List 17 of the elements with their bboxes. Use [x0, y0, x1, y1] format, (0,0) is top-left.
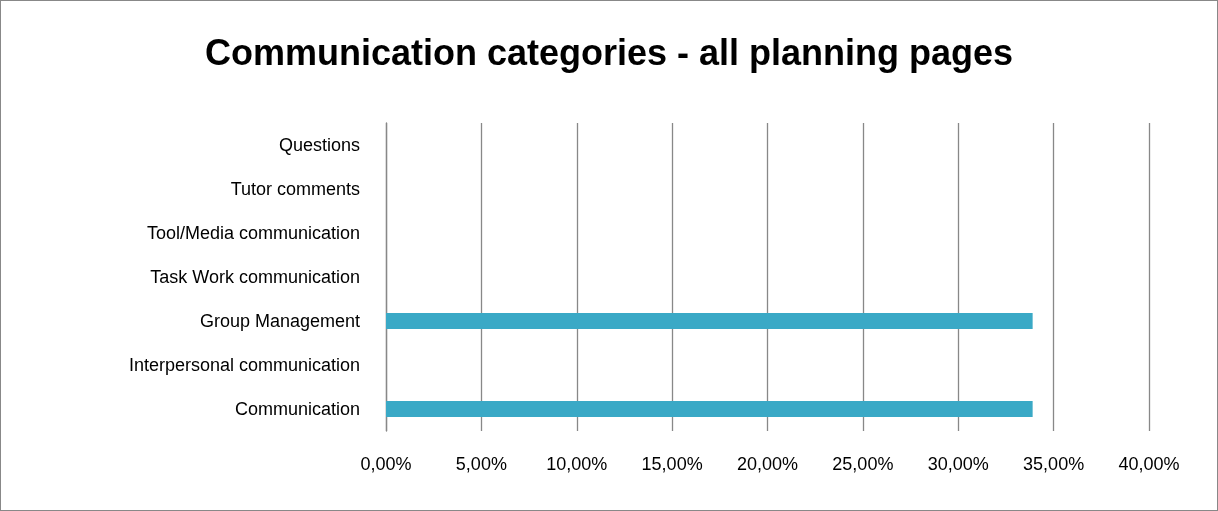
- x-tick-label: 0,00%: [360, 454, 412, 474]
- y-tick-label: Task Work communication: [150, 267, 360, 287]
- x-tick-label: 40,00%: [1118, 454, 1180, 474]
- y-tick-label: Questions: [278, 135, 360, 155]
- x-tick-label: 35,00%: [1023, 454, 1085, 474]
- y-tick-label: Group Management: [199, 311, 360, 331]
- chart-title: Communication categories - all planning pages: [204, 31, 1014, 73]
- y-tick-label: Interpersonal communication: [128, 355, 360, 375]
- y-tick-label: Communication: [234, 399, 360, 419]
- x-tick-label: 15,00%: [641, 454, 703, 474]
- x-tick-label: 30,00%: [927, 454, 989, 474]
- y-tick-label: Tutor comments: [230, 179, 360, 199]
- x-tick-label: 5,00%: [455, 454, 507, 474]
- y-tick-label: Tool/Media communication: [146, 223, 360, 243]
- x-tick-label: 25,00%: [832, 454, 894, 474]
- x-tick-label: 20,00%: [736, 454, 799, 474]
- x-tick-label: 10,00%: [546, 454, 608, 474]
